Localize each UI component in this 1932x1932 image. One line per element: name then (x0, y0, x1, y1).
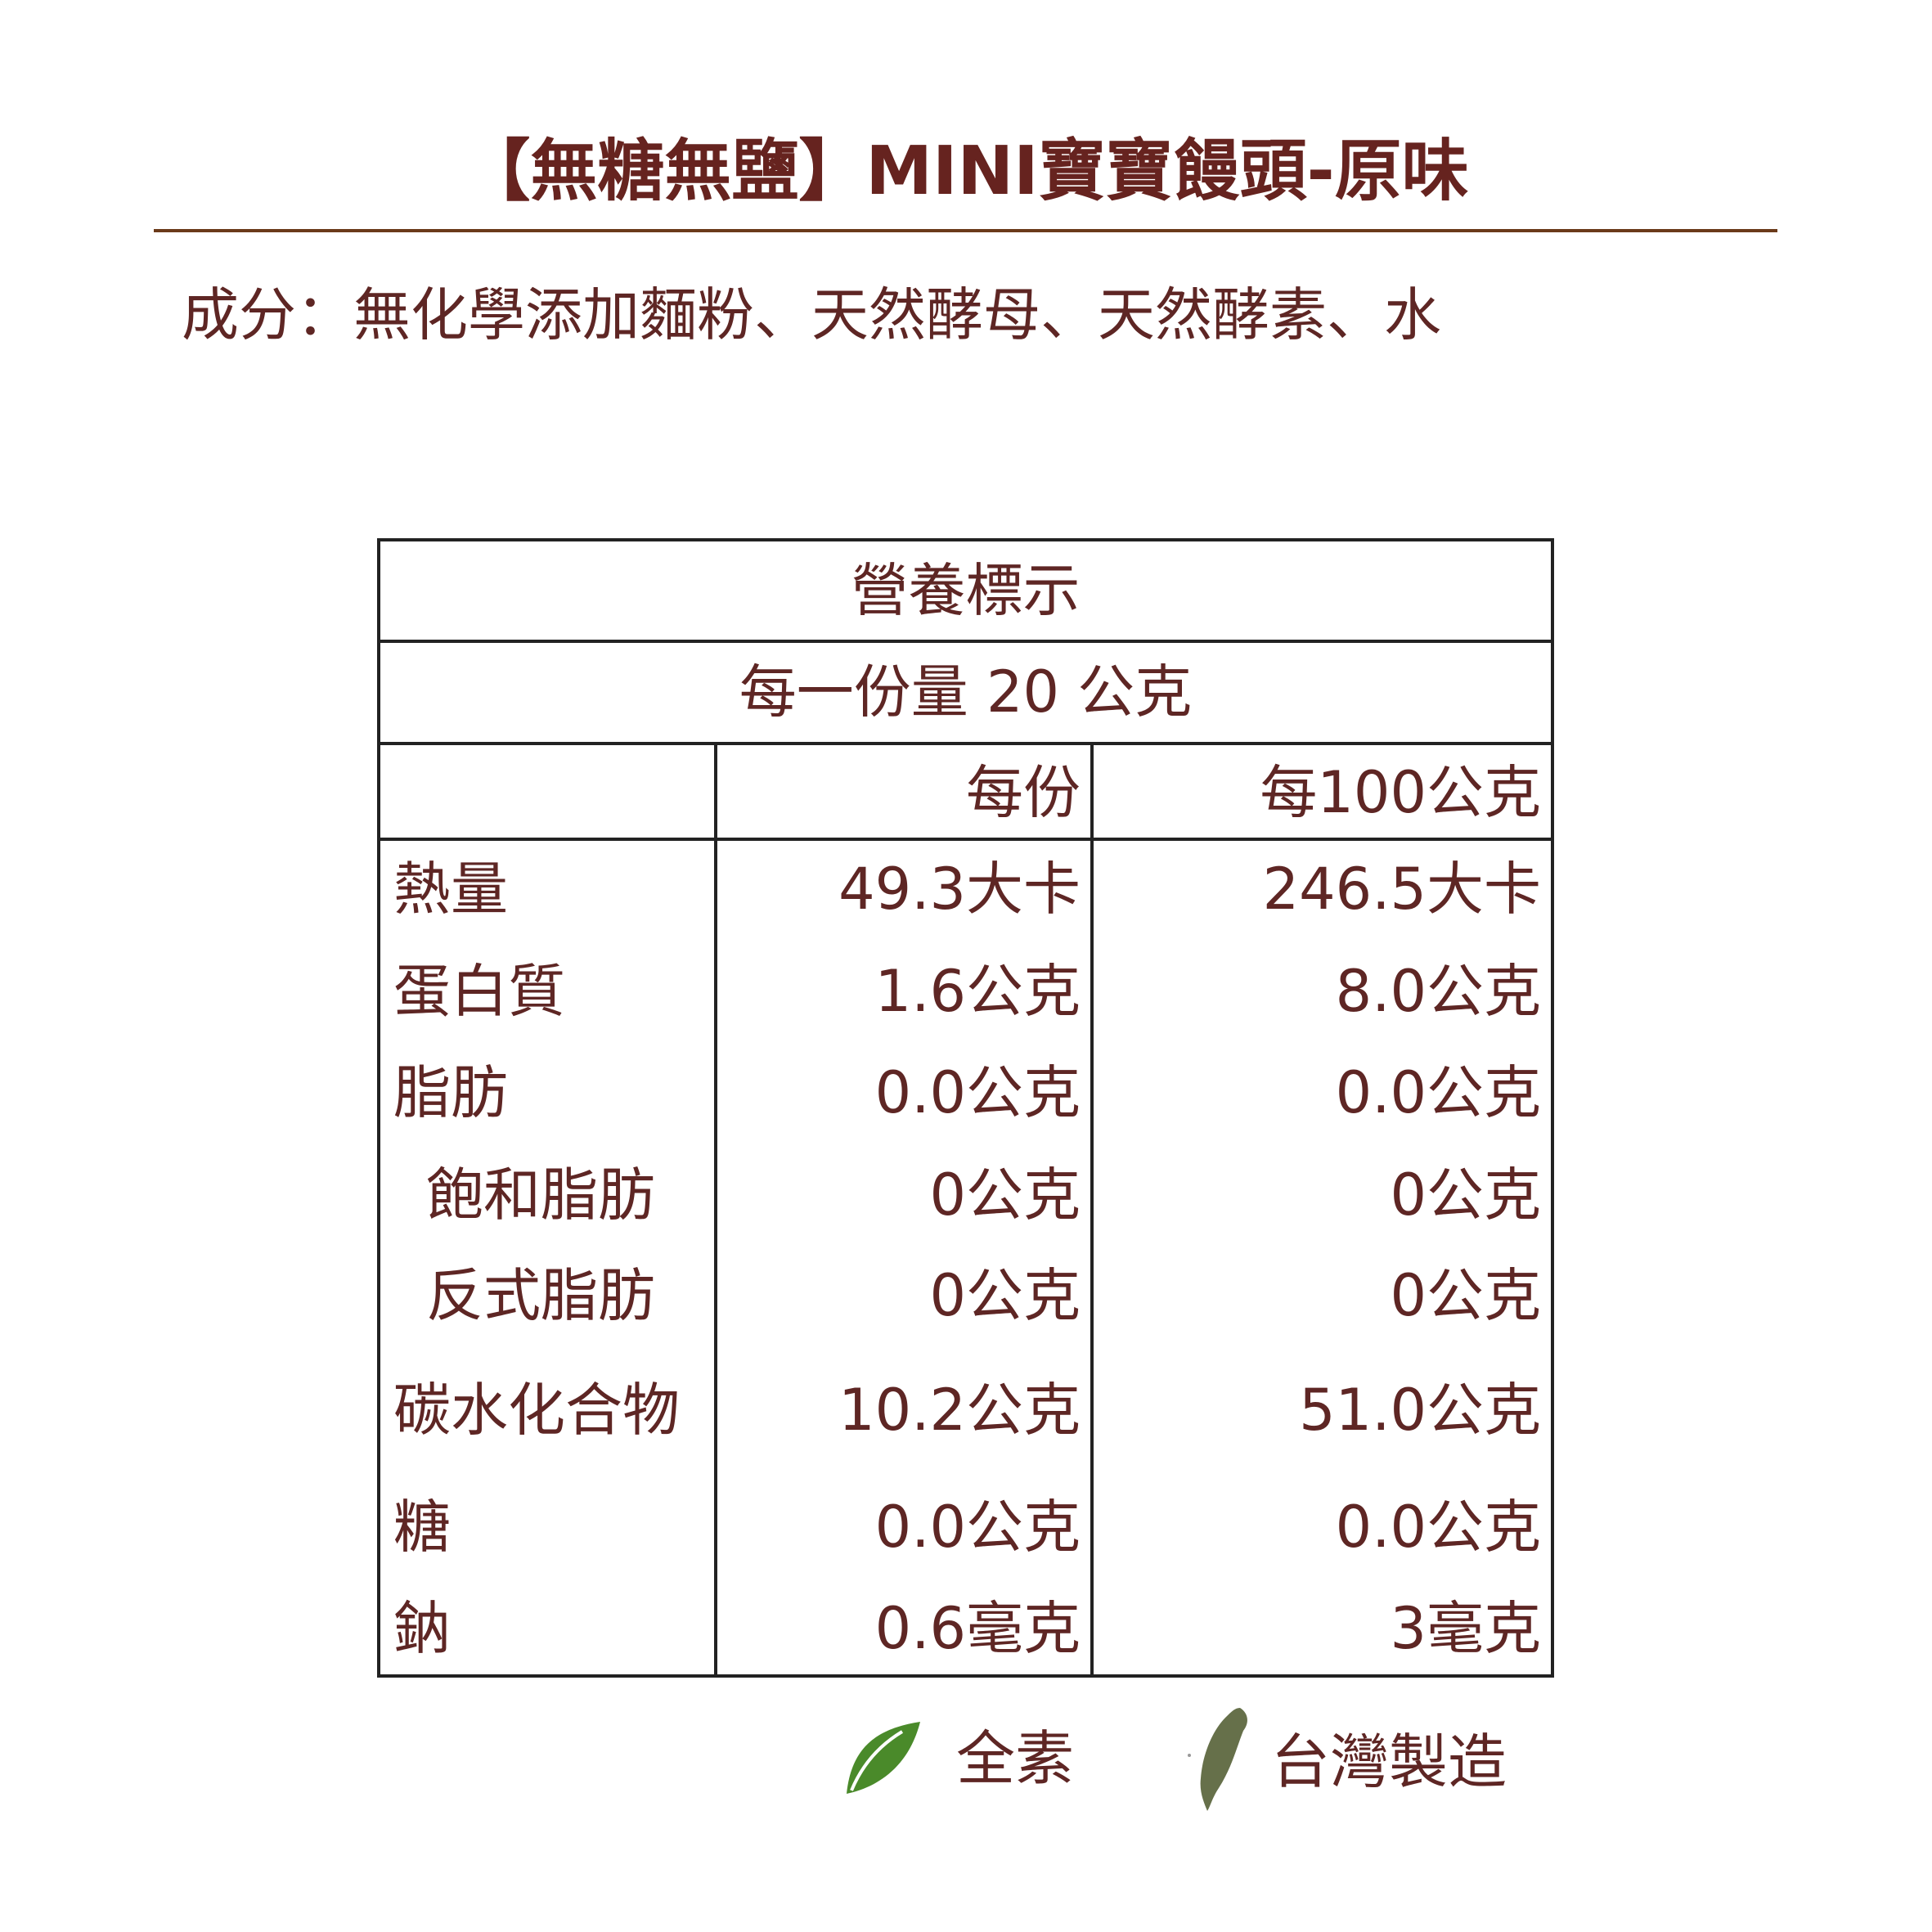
per-serving-value: 0.6毫克 (874, 1595, 1081, 1662)
vegan-label: 全素 (956, 1724, 1075, 1793)
per-100g-value: 8.0公克 (1335, 958, 1541, 1025)
nutrient-name: 糖 (393, 1494, 451, 1561)
nutrition-table: 營養標示 每一份量 20 公克 每份 每100公克 熱量 49.3大卡 246.5大… (377, 538, 1554, 1678)
per-serving-value: 1.6公克 (874, 958, 1081, 1025)
nutrition-heading: 營養標示 (380, 541, 1551, 643)
ingredients-text: 成分：無化學添加麵粉、天然酵母、天然酵素、水 (182, 281, 1441, 348)
per-100g-value: 3毫克 (1390, 1595, 1541, 1662)
column-header-per-serving: 每份 (966, 759, 1081, 826)
per-serving-value: 0公克 (929, 1262, 1081, 1329)
nutrient-name: 脂肪 (393, 1059, 508, 1126)
per-100g-value: 0公克 (1390, 1161, 1541, 1229)
column-divider (1090, 742, 1094, 1674)
leaf-icon (845, 1722, 920, 1794)
per-serving-value: 0公克 (929, 1161, 1081, 1229)
nutrient-name: 反式脂肪 (426, 1262, 655, 1329)
title-divider (154, 229, 1777, 232)
column-header-row: 每份 每100公克 (380, 745, 1551, 841)
per-100g-value: 0.0公克 (1335, 1059, 1541, 1126)
column-divider (714, 742, 717, 1674)
nutrient-name: 鈉 (393, 1595, 451, 1662)
per-100g-value: 246.5大卡 (1262, 856, 1541, 923)
nutrient-name: 碳水化合物 (393, 1377, 680, 1444)
made-in-taiwan-label: 台灣製造 (1271, 1728, 1507, 1796)
per-100g-value: 0公克 (1390, 1262, 1541, 1329)
per-serving-value: 49.3大卡 (838, 856, 1081, 923)
per-100g-value: 51.0公克 (1299, 1377, 1541, 1444)
nutrient-name: 飽和脂肪 (426, 1161, 655, 1229)
serving-size: 每一份量 20 公克 (380, 643, 1551, 745)
per-serving-value: 0.0公克 (874, 1059, 1081, 1126)
per-serving-value: 10.2公克 (838, 1377, 1081, 1444)
per-100g-value: 0.0公克 (1335, 1494, 1541, 1561)
taiwan-map-icon (1183, 1706, 1256, 1813)
nutrient-name: 蛋白質 (393, 958, 565, 1025)
product-title: 【無糖無鹽】MINI寶寶饅頭-原味 (463, 133, 1469, 210)
per-serving-value: 0.0公克 (874, 1494, 1081, 1561)
nutrient-name: 熱量 (393, 856, 508, 923)
column-header-per-100g: 每100公克 (1260, 759, 1541, 826)
